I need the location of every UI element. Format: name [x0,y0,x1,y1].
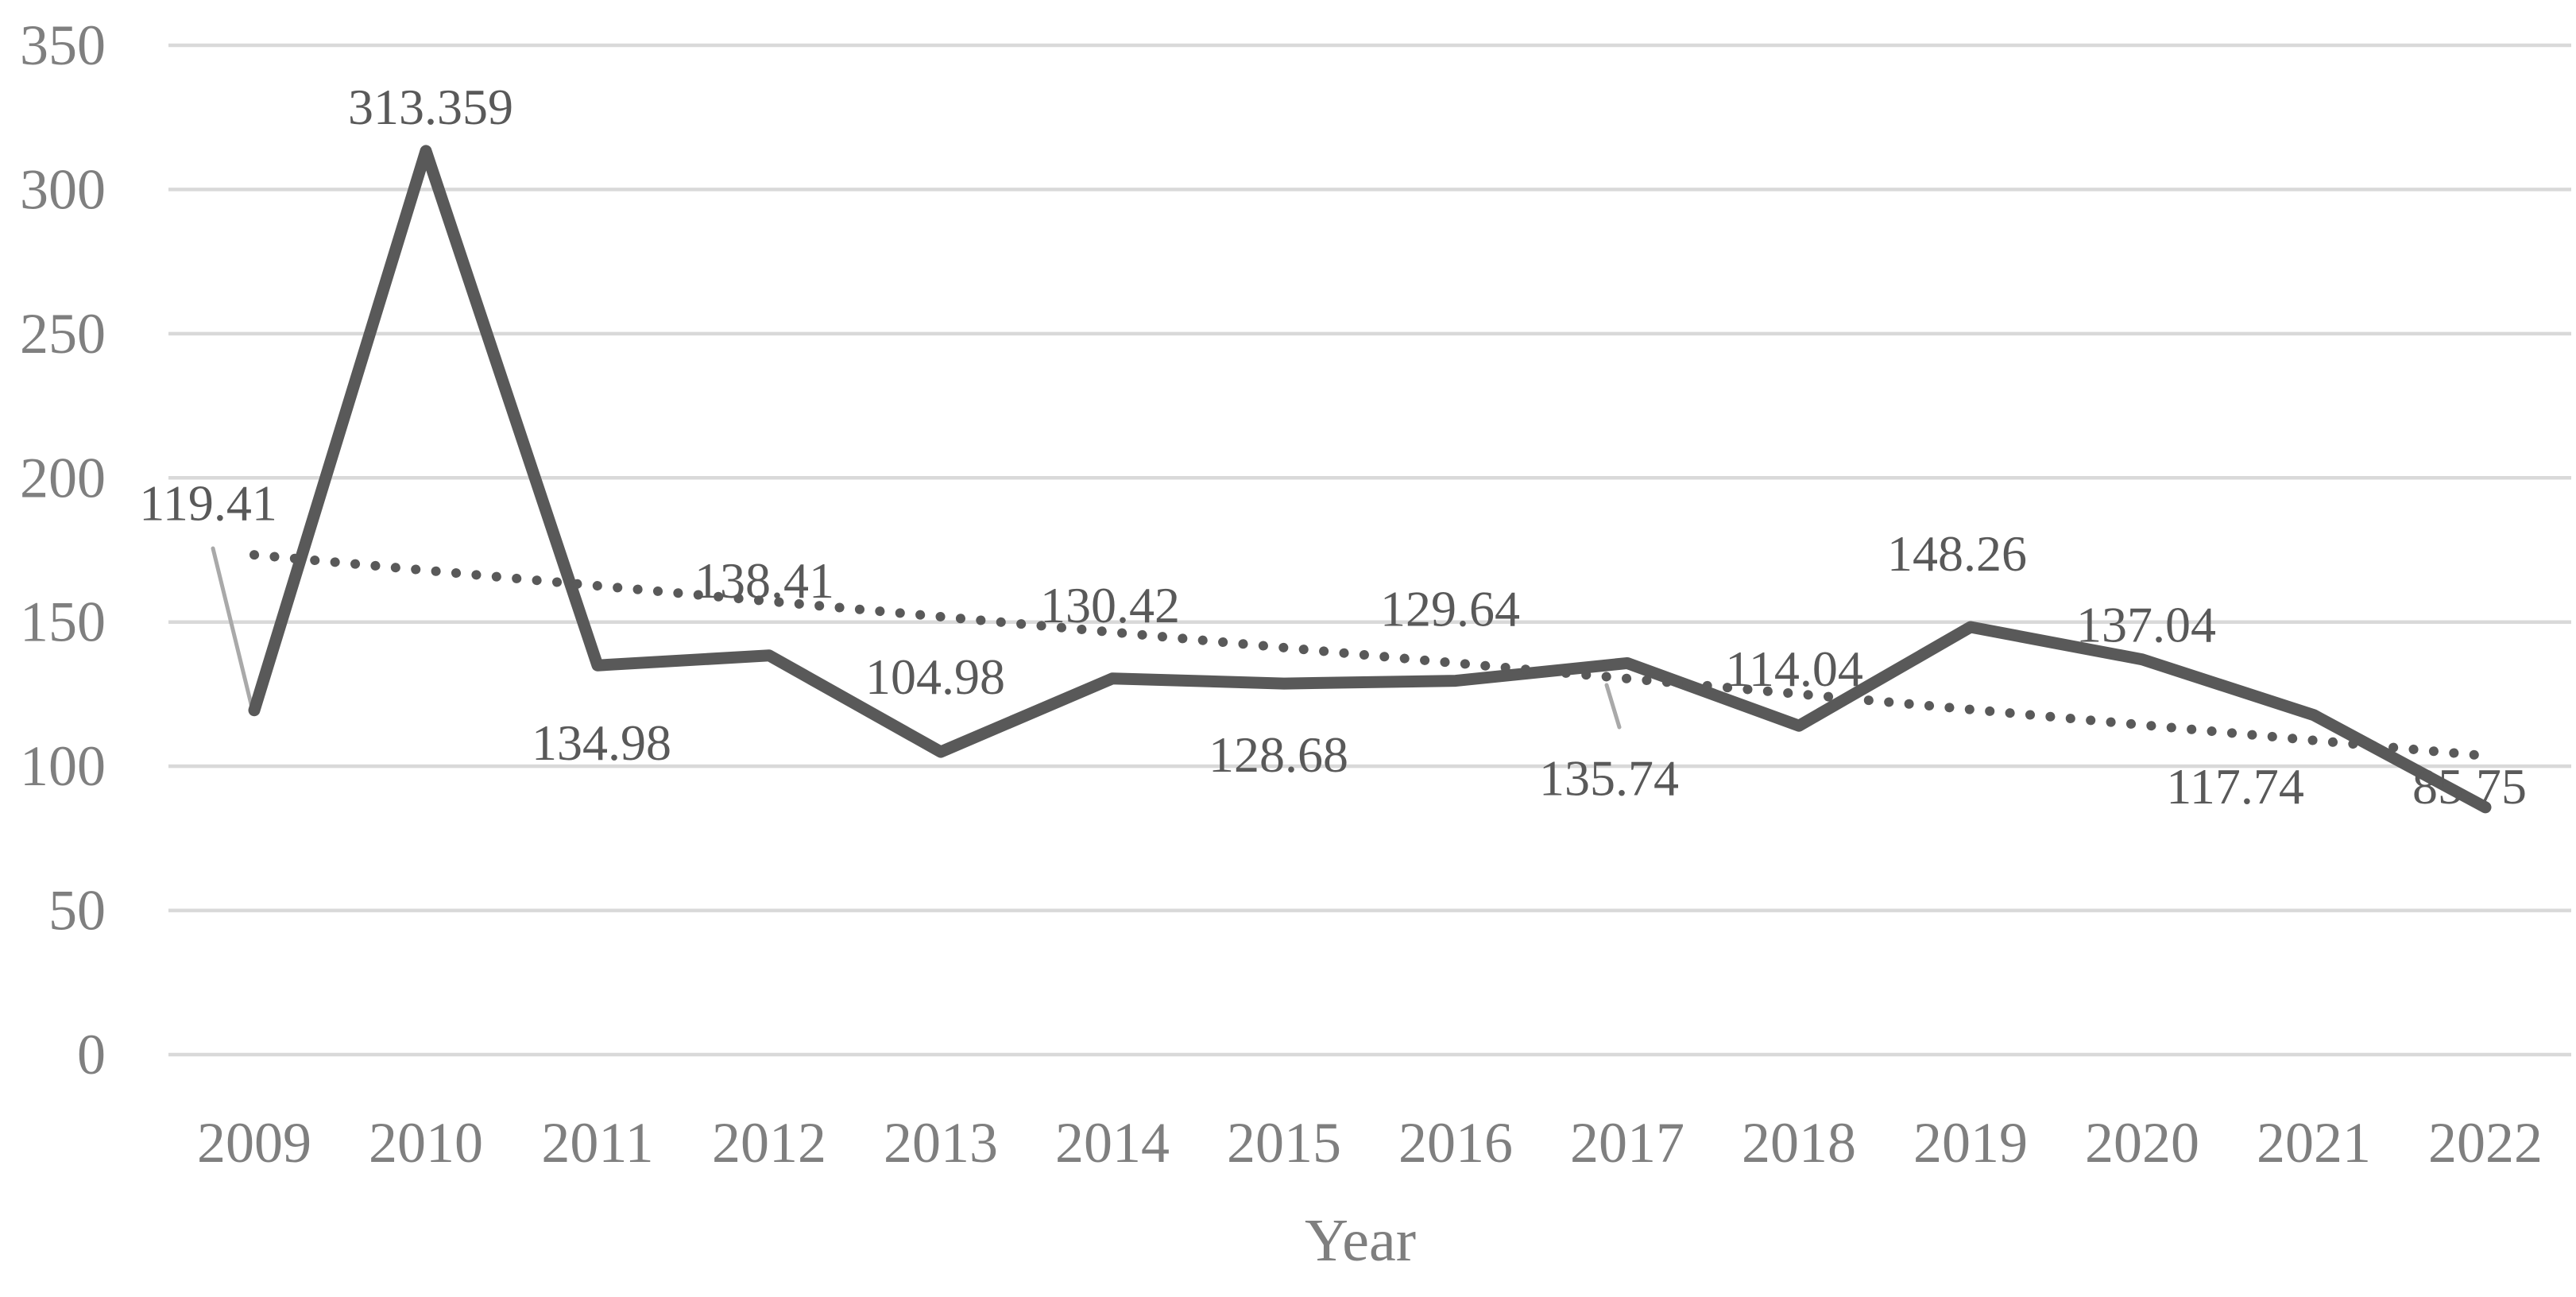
x-tick-label: 2013 [884,1111,998,1175]
data-label: 128.68 [1209,726,1348,783]
y-tick-label: 50 [48,879,106,943]
series-group [248,145,2492,814]
x-tick-label: 2021 [2257,1111,2371,1175]
x-tick-label: 2019 [1913,1111,2028,1175]
data-label: 85.75 [2412,758,2527,815]
y-tick-label: 250 [20,302,106,366]
data-label-leader-line [1604,683,1622,730]
data-label: 313.359 [348,79,513,135]
x-tick-label: 2009 [197,1111,311,1175]
data-label-leader-line [211,546,254,710]
data-label: 138.41 [694,552,834,609]
y-tick-label: 200 [20,446,106,509]
trendline-dotted [249,550,2490,761]
series-line [248,145,2492,814]
data-label: 130.42 [1040,577,1180,633]
data-label: 148.26 [1887,525,2027,582]
data-label-group: 119.41 313.359 134.98 138.41 104.98 130.42 128… [139,79,2527,815]
x-tick-label: 2012 [712,1111,826,1175]
x-tick-label: 2016 [1398,1111,1513,1175]
data-label: 114.04 [1725,641,1863,697]
gridline-group [168,43,2571,1057]
x-tick-label: 2010 [369,1111,483,1175]
data-label: 117.74 [2166,758,2304,815]
data-label: 129.64 [1380,581,1520,637]
data-label: 104.98 [865,648,1005,705]
x-tick-label: 2015 [1227,1111,1341,1175]
data-label: 135.74 [1539,749,1679,806]
x-tick-label: 2014 [1055,1111,1170,1175]
y-tick-label: 150 [20,590,106,654]
leader-line-group [211,546,1622,730]
y-tick-label: 300 [20,157,106,221]
data-label: 119.41 [139,475,277,532]
x-tick-label: 2022 [2428,1111,2543,1175]
data-label: 137.04 [2076,597,2216,653]
x-tick-label: 2017 [1570,1111,1684,1175]
y-tick-label: 100 [20,734,106,798]
x-tick-label: 2018 [1742,1111,1856,1175]
y-tick-label: 0 [77,1023,106,1086]
x-tick-label: 2020 [2085,1111,2199,1175]
x-axis-tick-labels: 2009 2010 2011 2012 2013 2014 2015 2016 2017 2018… [197,1111,2543,1175]
x-axis-title: Year [1305,1207,1416,1274]
x-tick-label: 2011 [541,1111,653,1175]
data-label: 134.98 [532,714,671,771]
y-tick-label: 350 [20,14,106,77]
y-axis-tick-labels: 0 50 100 150 200 250 300 350 [20,14,106,1086]
